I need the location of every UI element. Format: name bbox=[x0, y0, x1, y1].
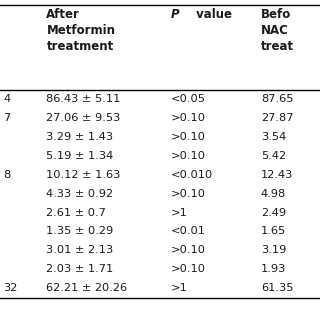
Text: >0.10: >0.10 bbox=[171, 264, 206, 274]
Text: 5.42: 5.42 bbox=[261, 151, 286, 161]
Text: 10.12 ± 1.63: 10.12 ± 1.63 bbox=[46, 170, 121, 180]
Text: <0.010: <0.010 bbox=[171, 170, 213, 180]
Text: <0.01: <0.01 bbox=[171, 227, 206, 236]
Text: After
Metformin
treatment: After Metformin treatment bbox=[46, 8, 116, 53]
Text: 61.35: 61.35 bbox=[261, 283, 293, 293]
Text: >0.10: >0.10 bbox=[171, 113, 206, 123]
Text: value: value bbox=[192, 8, 232, 21]
Text: >0.10: >0.10 bbox=[171, 132, 206, 142]
Text: 3.01 ± 2.13: 3.01 ± 2.13 bbox=[46, 245, 114, 255]
Text: 7: 7 bbox=[3, 113, 11, 123]
Text: 86.43 ± 5.11: 86.43 ± 5.11 bbox=[46, 94, 121, 104]
Text: 2.49: 2.49 bbox=[261, 207, 286, 218]
Text: 3.29 ± 1.43: 3.29 ± 1.43 bbox=[46, 132, 114, 142]
Text: 2.03 ± 1.71: 2.03 ± 1.71 bbox=[46, 264, 114, 274]
Text: >1: >1 bbox=[171, 283, 188, 293]
Text: 5.19 ± 1.34: 5.19 ± 1.34 bbox=[46, 151, 114, 161]
Text: 12.43: 12.43 bbox=[261, 170, 293, 180]
Text: 1.93: 1.93 bbox=[261, 264, 286, 274]
Text: 1.35 ± 0.29: 1.35 ± 0.29 bbox=[46, 227, 114, 236]
Text: >0.10: >0.10 bbox=[171, 188, 206, 199]
Text: 27.87: 27.87 bbox=[261, 113, 293, 123]
Text: >0.10: >0.10 bbox=[171, 151, 206, 161]
Text: 2.61 ± 0.7: 2.61 ± 0.7 bbox=[46, 207, 106, 218]
Text: 8: 8 bbox=[3, 170, 11, 180]
Text: 1.65: 1.65 bbox=[261, 227, 286, 236]
Text: 3.54: 3.54 bbox=[261, 132, 286, 142]
Text: 3.19: 3.19 bbox=[261, 245, 286, 255]
Text: 27.06 ± 9.53: 27.06 ± 9.53 bbox=[46, 113, 121, 123]
Text: 62.21 ± 20.26: 62.21 ± 20.26 bbox=[46, 283, 128, 293]
Text: P: P bbox=[171, 8, 180, 21]
Text: 4.98: 4.98 bbox=[261, 188, 286, 199]
Text: 4.33 ± 0.92: 4.33 ± 0.92 bbox=[46, 188, 114, 199]
Text: 4: 4 bbox=[3, 94, 10, 104]
Text: Befo
NAC
treat: Befo NAC treat bbox=[261, 8, 294, 53]
Text: 87.65: 87.65 bbox=[261, 94, 293, 104]
Text: <0.05: <0.05 bbox=[171, 94, 206, 104]
Text: 32: 32 bbox=[3, 283, 18, 293]
Text: >1: >1 bbox=[171, 207, 188, 218]
Text: >0.10: >0.10 bbox=[171, 245, 206, 255]
